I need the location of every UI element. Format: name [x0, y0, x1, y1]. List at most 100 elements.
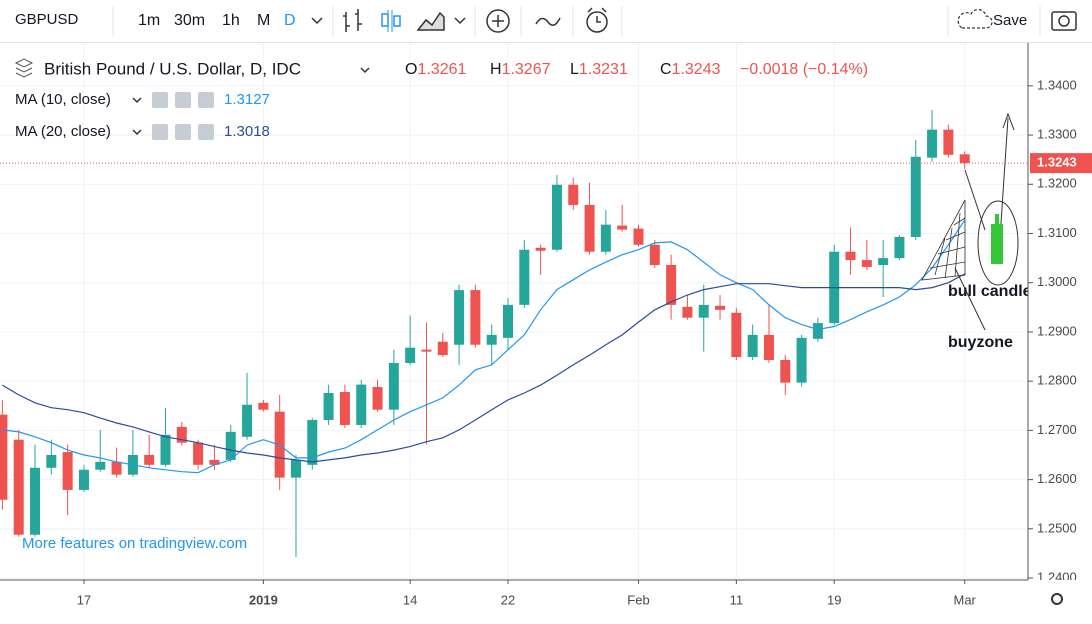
interval[interactable]: M	[257, 12, 270, 29]
x-tick-label: 14	[403, 592, 417, 607]
candles-icon[interactable]	[381, 13, 389, 27]
ohlc-value: 1.3231	[579, 61, 628, 78]
drawn-ellipse	[977, 200, 1019, 286]
candle-body	[209, 459, 220, 465]
add-icon[interactable]	[492, 15, 504, 27]
drawn-pointer	[954, 267, 986, 331]
price-axis: 1.24001.25001.26001.27001.28001.29001.30…	[1027, 43, 1092, 584]
interval[interactable]: 1h	[222, 12, 240, 29]
bars-icon[interactable]	[343, 9, 362, 32]
candle-body	[421, 349, 432, 352]
candle-body	[551, 184, 562, 250]
candle-body	[666, 265, 677, 305]
ohlc-item: L1.3231	[570, 61, 628, 78]
ohlc-value: 1.3243	[672, 61, 721, 78]
candle-body	[503, 304, 514, 338]
save-button[interactable]: Save	[993, 12, 1027, 29]
indicators-icon[interactable]	[535, 17, 561, 26]
cloud-icon[interactable]	[957, 8, 993, 29]
settings-icon[interactable]	[175, 92, 191, 108]
projected-wick	[995, 214, 999, 224]
candle-body	[959, 154, 970, 164]
remove-icon[interactable]	[198, 92, 214, 108]
candle-body	[649, 244, 660, 266]
candle-body	[747, 334, 758, 358]
chevron[interactable]	[132, 97, 142, 104]
y-tick-label: 1.2600	[1037, 471, 1077, 486]
ohlc-label: L	[570, 61, 579, 78]
y-tick-label: 1.2900	[1037, 323, 1077, 338]
y-tick-label: 1.3400	[1037, 77, 1077, 92]
plot	[0, 109, 1028, 557]
symbol[interactable]: GBPUSD	[15, 11, 79, 28]
snapshot-icon[interactable]	[1058, 15, 1070, 27]
candle-body	[486, 334, 497, 345]
candle-body	[46, 454, 57, 468]
change: −0.0018 (−0.14%)	[740, 61, 868, 78]
candle-body	[144, 454, 155, 465]
settings-icon[interactable]	[1051, 593, 1063, 605]
alert-icon[interactable]	[587, 7, 607, 23]
candle-body	[242, 404, 253, 437]
time-axis-bg	[0, 580, 1092, 624]
watermark[interactable]: More features on tradingview.com	[22, 535, 247, 552]
candle-body	[225, 431, 236, 460]
ohlc-label: O	[405, 61, 417, 78]
legend-entry: MA (10, close)	[15, 91, 111, 108]
candle-body	[193, 442, 204, 465]
chevron[interactable]	[454, 17, 466, 25]
snapshot-icon[interactable]	[1051, 11, 1077, 31]
candle-body	[437, 341, 448, 356]
interval[interactable]: D	[284, 12, 296, 29]
x-tick-label: 22	[501, 592, 515, 607]
candles-icon[interactable]	[393, 15, 401, 27]
candle-body	[796, 337, 807, 383]
remove-icon[interactable]	[198, 124, 214, 140]
arrow-head	[1002, 112, 1015, 131]
interval[interactable]: 30m	[174, 12, 205, 29]
candle-body	[731, 312, 742, 358]
last-price-tag	[1030, 153, 1092, 174]
y-tick-label: 1.3000	[1037, 274, 1077, 289]
chevron[interactable]	[132, 129, 142, 136]
annotation: bull candle	[948, 283, 1032, 300]
interval[interactable]: 1m	[138, 12, 160, 29]
candle-body	[682, 306, 693, 318]
add-icon[interactable]	[486, 9, 510, 33]
candle-body	[845, 251, 856, 261]
y-tick-label: 1.2500	[1037, 520, 1077, 535]
settings-icon[interactable]	[175, 124, 191, 140]
visibility-icon[interactable]	[152, 124, 168, 140]
ma-line	[2, 273, 965, 463]
candle-body	[763, 334, 774, 360]
alert-icon[interactable]	[586, 11, 608, 33]
area-icon[interactable]	[416, 11, 445, 31]
layers-icon	[14, 58, 34, 78]
candle-body	[95, 461, 106, 470]
candle-body	[568, 184, 579, 205]
candle-body	[633, 228, 644, 245]
candle-body	[927, 129, 938, 158]
chevron[interactable]	[360, 67, 370, 74]
candle-body	[878, 258, 889, 266]
toolbar-bg	[0, 0, 1092, 42]
candle-body	[519, 249, 530, 305]
candle-body	[30, 467, 41, 535]
x-tick-label: 2019	[249, 592, 278, 607]
candle-body	[339, 391, 350, 425]
candle-body	[617, 225, 628, 230]
candle-body	[943, 129, 954, 155]
chevron[interactable]	[311, 17, 323, 25]
symbol-title: British Pound / U.S. Dollar, D, IDC	[44, 59, 301, 78]
candle-body	[535, 247, 546, 251]
candle-body	[780, 359, 791, 383]
candle-body	[111, 461, 122, 475]
ohlc-item: O1.3261	[405, 61, 466, 78]
visibility-icon[interactable]	[152, 92, 168, 108]
candle-body	[454, 290, 465, 345]
price-axis-bg	[1028, 43, 1092, 580]
legend: British Pound / U.S. Dollar, D, IDC O1.3…	[14, 58, 868, 140]
y-tick-label: 1.3200	[1037, 176, 1077, 191]
ohlc-label: H	[490, 61, 502, 78]
